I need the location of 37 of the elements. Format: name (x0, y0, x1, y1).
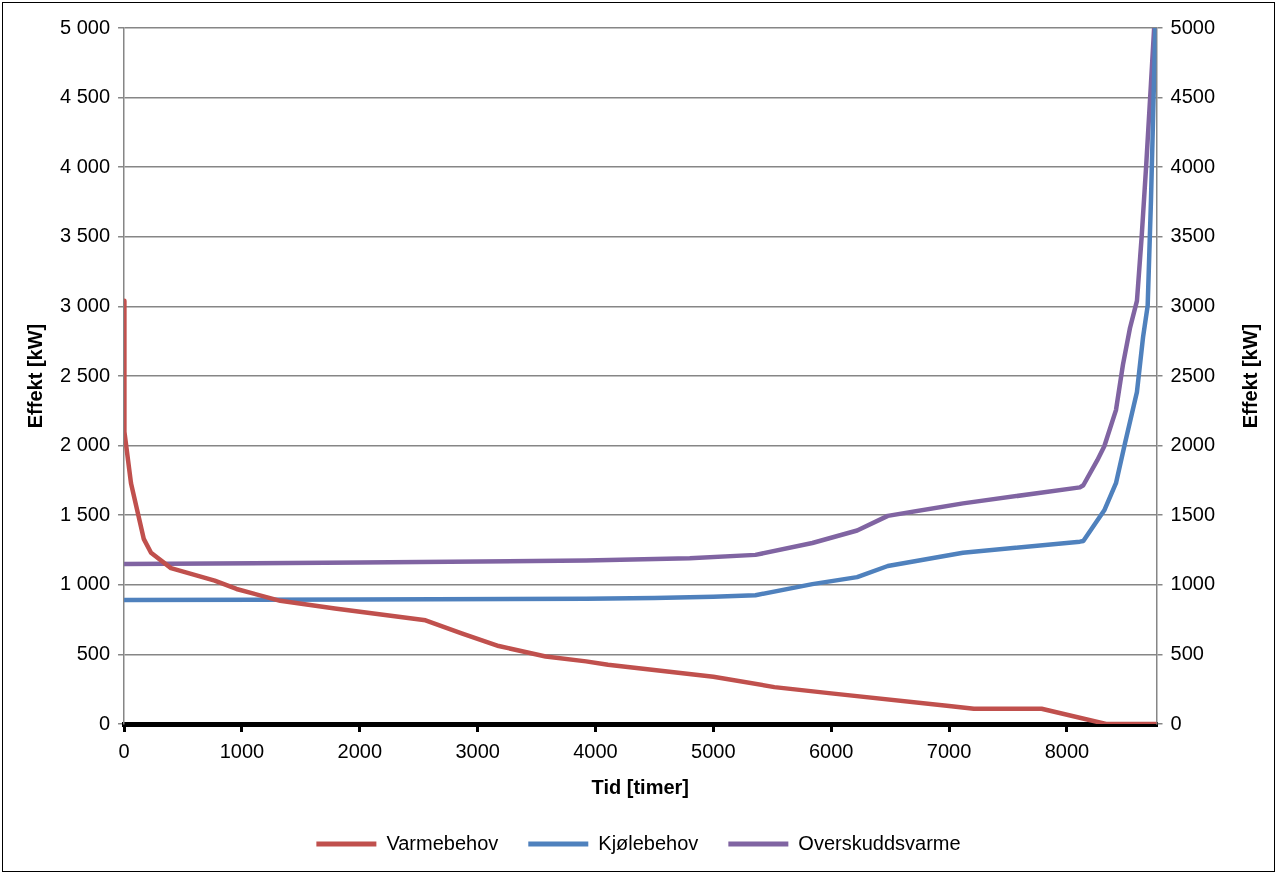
y2-axis-title: Effekt [kW] (1238, 323, 1261, 429)
y-tick-label: 4 000 (59, 154, 111, 177)
y-tick-label: 1 500 (59, 502, 111, 525)
y2-tick-label: 500 (1170, 641, 1204, 664)
y2-tick-label: 2500 (1170, 363, 1216, 386)
y2-tick-label: 5000 (1170, 15, 1216, 38)
x-tick-label: 7000 (926, 739, 972, 762)
x-tick-label: 1000 (219, 739, 265, 762)
y2-tick-label: 1000 (1170, 572, 1216, 595)
y-tick-label: 2 000 (59, 433, 111, 456)
x-tick-label: 6000 (808, 739, 854, 762)
y-tick-label: 2 500 (59, 363, 111, 386)
x-tick-label: 5000 (691, 739, 736, 762)
y2-tick-label: 3000 (1170, 293, 1216, 316)
y2-tick-label: 4000 (1170, 154, 1216, 177)
x-tick-label: 0 (118, 739, 130, 762)
y-axis-title: Effekt [kW] (23, 323, 46, 429)
y-tick-label: 1 000 (59, 572, 111, 595)
y2-tick-label: 4500 (1170, 85, 1216, 108)
y2-tick-label: 1500 (1170, 502, 1216, 525)
y-tick-label: 4 500 (59, 85, 111, 108)
y-tick-label: 5 000 (59, 15, 111, 38)
y2-tick-label: 0 (1170, 711, 1182, 734)
y2-tick-label: 3500 (1170, 224, 1216, 247)
y2-tick-label: 2000 (1170, 433, 1216, 456)
x-tick-label: 4000 (573, 739, 618, 762)
y-tick-label: 0 (98, 711, 111, 734)
x-tick-label: 8000 (1044, 739, 1090, 762)
x-tick-label: 3000 (455, 739, 500, 762)
legend-label: Overskuddsvarme (798, 831, 961, 854)
x-axis-title: Tid [timer] (591, 775, 689, 798)
legend-label: Varmebehov (386, 831, 499, 854)
y-tick-label: 3 500 (59, 224, 111, 247)
legend-label: Kjølebehov (598, 831, 699, 854)
y-tick-label: 3 000 (59, 293, 111, 316)
x-tick-label: 2000 (337, 739, 383, 762)
y-tick-label: 500 (76, 641, 111, 664)
